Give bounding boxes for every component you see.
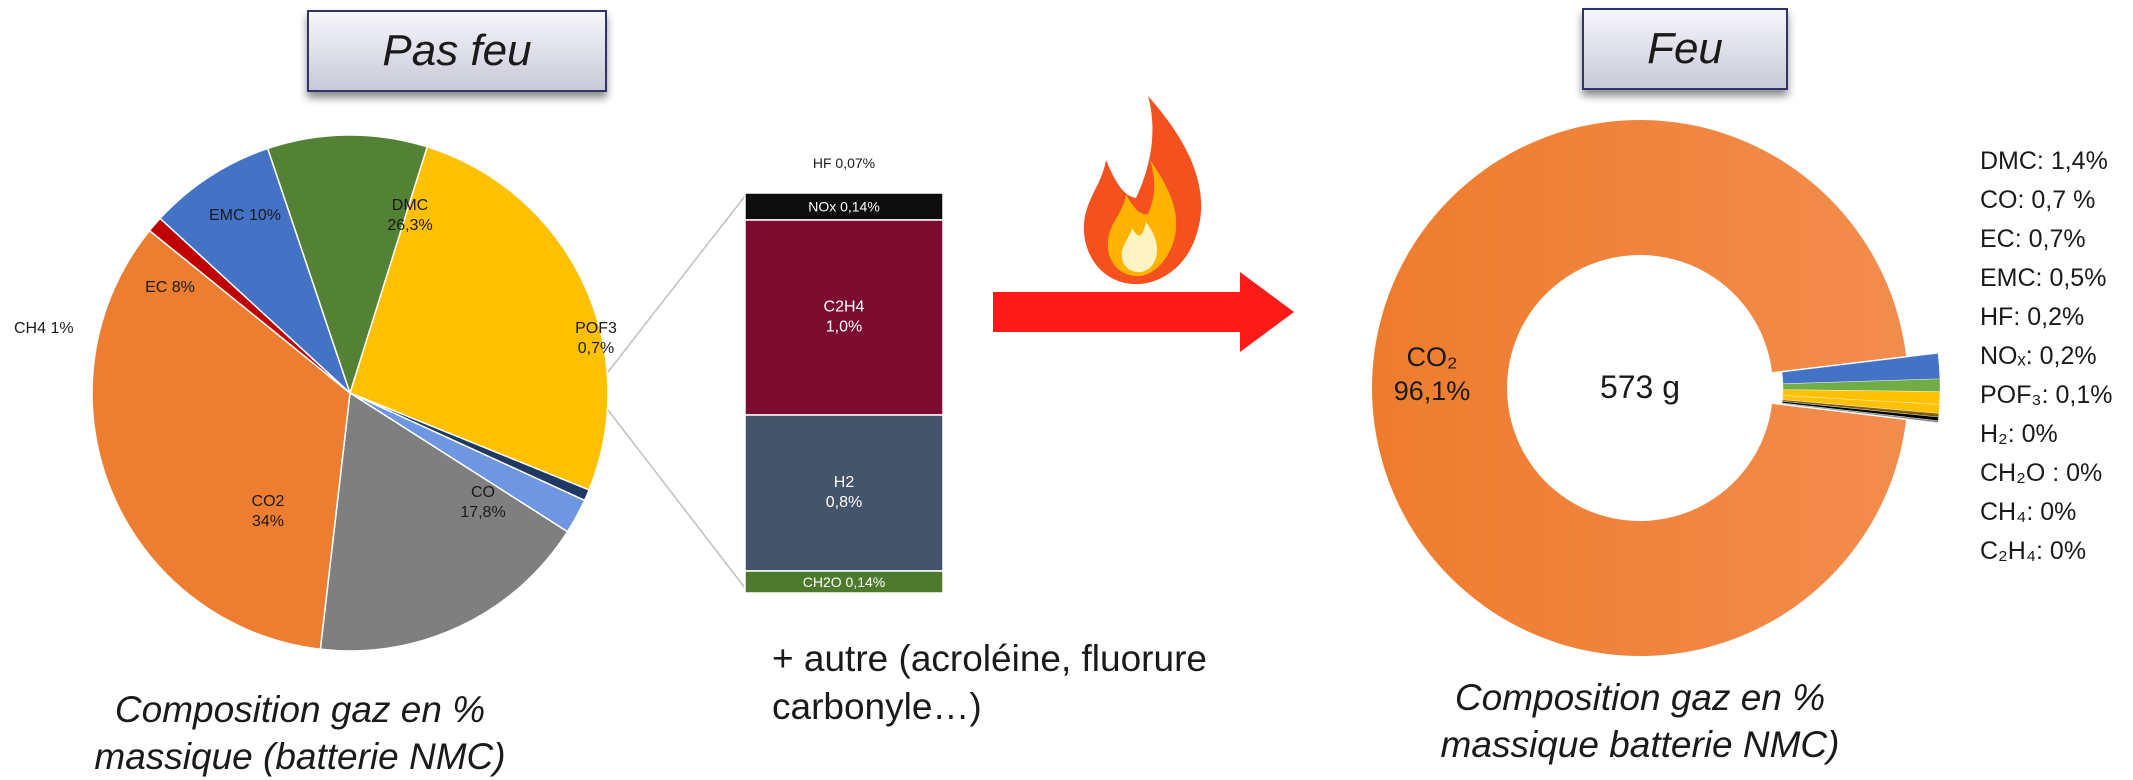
left-caption-line-1: Composition gaz en % [114,689,486,730]
stacked-bar-minor-gases: NOx 0,14% C2H4 1,0% H2 0,8% CH2O 0,14% HF 0,07… [744,155,944,594]
legend-item: C₂H₄: 0% [1980,537,2087,565]
pie-slice-co [319,391,569,652]
legend-item: EMC: 0,5% [1980,264,2107,292]
legend-item: EC: 0,7% [1980,225,2086,253]
pie-label-emc: EMC 10% [209,207,281,224]
bar-label-ch2o: CH2O 0,14% [803,574,885,590]
right-chart-legend: DMC: 1,4% CO: 0,7 % EC: 0,7% EMC: 0,5% HF: 0… [1980,142,2112,571]
other-note-line-2: carbonyle…) [772,686,982,727]
zoom-line-bottom [607,409,746,589]
legend-item: HF: 0,2% [1980,303,2085,331]
bar-label-hf: HF 0,07% [813,155,875,171]
legend-item: CH₄: 0% [1980,498,2077,526]
donut-center-total: 573 g [1600,369,1680,405]
legend-item: POF₃: 0,1% [1980,381,2113,409]
bar-label-c2h4: C2H4 1,0% [824,299,865,336]
legend-item: H₂: 0% [1980,420,2058,448]
left-chart-caption: Composition gaz en % massique (batterie … [40,686,560,780]
pie-slice-co2 [91,229,351,651]
pie-label-pof3: POF3 0,7% [575,320,617,357]
right-chart-caption: Composition gaz en % massique batterie N… [1380,674,1900,768]
right-chart-title: Feu [1582,8,1788,90]
pie-label-co: CO 17,8% [460,484,505,521]
bar-label-nox: NOx 0,14% [808,199,880,215]
bar-segment-ch2o [744,570,944,594]
bar-segment-h2 [744,414,944,572]
bar-segment-c2h4 [744,219,944,416]
donut-chart-feu: CO₂ 96,1% [1372,119,1941,657]
pie-label-ec: EC 8% [145,279,195,296]
pie-label-dmc: DMC 26,3% [387,197,432,234]
legend-item: CH₂O : 0% [1980,459,2103,487]
right-caption-line-2: massique batterie NMC) [1440,724,1840,765]
other-note-line-1: + autre (acroléine, fluorure [772,638,1207,679]
donut-slice-co2 [1372,119,1907,657]
right-arrow-icon [993,272,1294,352]
left-chart-title: Pas feu [307,10,607,92]
pie-slice-ec [159,147,351,394]
pie-slice-dmc [349,145,609,491]
donut-slice-pof3 [1781,402,1939,423]
pie-slice-emc [266,134,429,396]
bar-segment-nox [744,192,944,221]
pie-label-co2: CO2 34% [252,493,285,530]
donut-label-co2: CO₂ 96,1% [1394,342,1471,406]
left-caption-line-2: massique (batterie NMC) [94,736,506,777]
zoom-line-top [607,195,746,373]
zoom-connector-lines [607,195,746,589]
legend-item: DMC: 1,4% [1980,147,2108,175]
bar-label-h2: H2 0,8% [826,474,862,511]
pie-chart-pas-feu: DMC 26,3% POF3 0,7% CO 17,8% CO2 34% CH4 1% EC 8%… [14,134,617,652]
pie-label-ch4: CH4 1% [14,320,74,337]
other-gases-note: + autre (acroléine, fluorure carbonyle…) [772,635,1272,731]
legend-item: CO: 0,7 % [1980,186,2096,214]
right-caption-line-1: Composition gaz en % [1454,677,1826,718]
legend-item: NOₓ: 0,2% [1980,342,2097,370]
flame-icon [1083,96,1202,285]
